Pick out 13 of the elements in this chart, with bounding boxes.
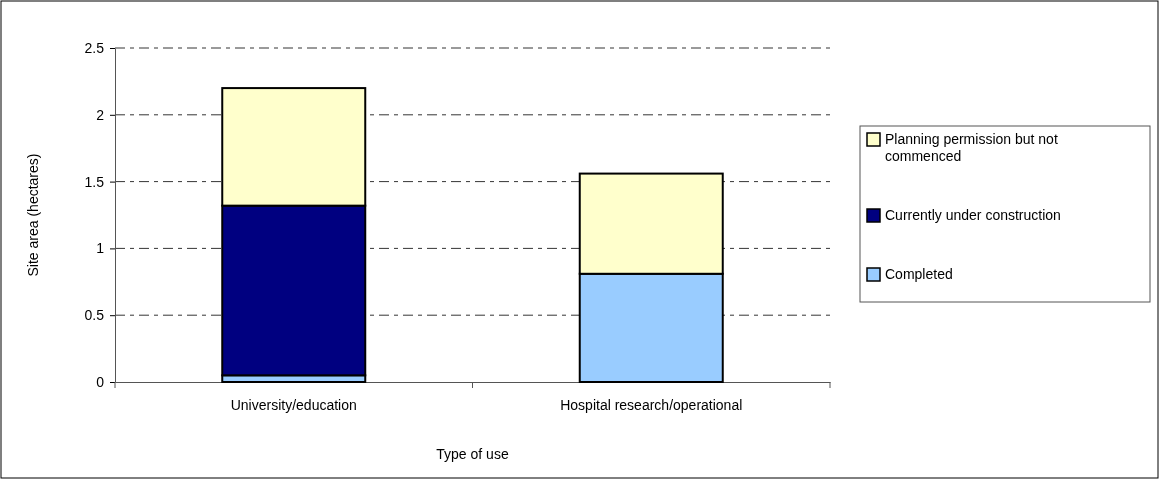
y-tick-label: 0.5 [84,307,105,324]
x-axis-title: Type of use [436,446,509,462]
y-tick-label: 1.5 [84,173,105,190]
y-axis-title: Site area (hectares) [25,153,41,277]
x-tick-label: University/education [230,396,357,413]
legend-label: Completed [885,266,953,282]
y-tick-label: 2 [96,106,105,123]
y-tick-label: 2.5 [84,39,105,56]
x-tick-label: Hospital research/operational [560,396,743,413]
y-tick-label: 0 [96,373,105,390]
legend-label: Currently under construction [885,207,1061,223]
legend-label: Planning permission but not commenced [885,131,1058,164]
y-tick-label: 1 [96,240,105,257]
